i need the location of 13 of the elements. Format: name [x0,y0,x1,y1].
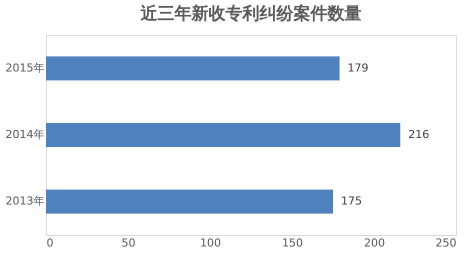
y-tick-label: 2013年 [6,194,44,208]
y-tick-label: 2015年 [6,61,44,74]
x-tick-label: 0 [46,236,54,250]
data-label: 175 [341,194,362,208]
x-tick-label: 250 [436,236,456,250]
data-label: 216 [408,128,430,141]
data-label: 179 [348,61,369,74]
x-tick-label: 50 [122,236,136,250]
y-tick-label: 2014年 [6,128,44,141]
chart-title: 近三年新收专利纠纷案件数量 [140,3,362,24]
x-tick-label: 150 [282,236,303,250]
x-tick-label: 200 [364,236,385,250]
x-tick-label: 100 [200,236,221,250]
